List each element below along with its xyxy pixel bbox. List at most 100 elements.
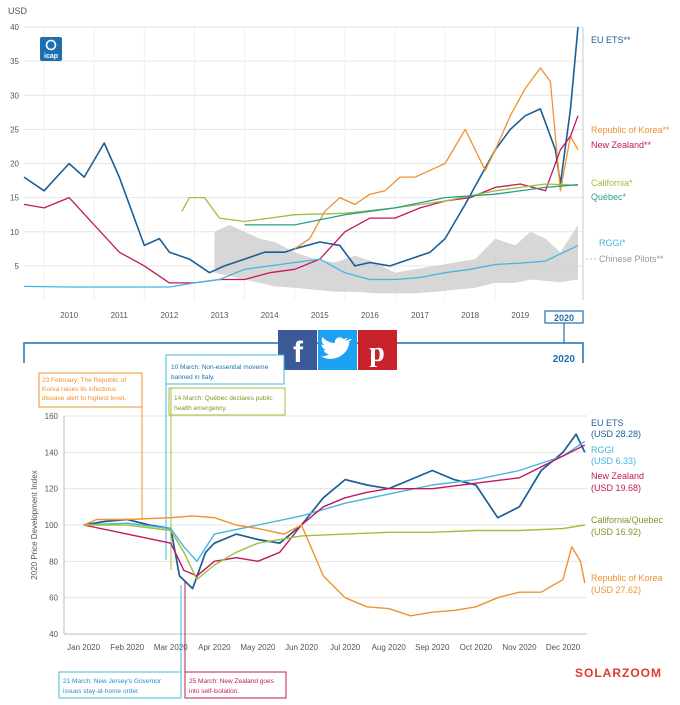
top-legend: EU ETS** Republic of Korea** New Zealand… xyxy=(586,35,670,264)
top-ytick-40: 40 xyxy=(10,23,19,32)
legend2-new-zealand: New Zealand xyxy=(591,471,644,481)
legend-eu-ets: EU ETS** xyxy=(591,35,631,45)
legend2-eu-ets-value: (USD 28.28) xyxy=(591,429,641,439)
legend2-korea-value: (USD 27.62) xyxy=(591,585,641,595)
top-xtick-2011: 2011 xyxy=(111,311,129,320)
annotation-korea-alert-line-1: 23 February: The Republic of xyxy=(42,377,126,384)
bottom-ytick-80: 80 xyxy=(49,557,58,566)
watermark: SOLARZOOM xyxy=(575,666,662,680)
annotation-italy-line-2: banned in Italy. xyxy=(171,374,215,381)
top-unit-label: USD xyxy=(8,6,28,16)
top-xtick-2013: 2013 xyxy=(211,311,229,320)
top-ytick-5: 5 xyxy=(15,262,20,271)
top-xtick-2014: 2014 xyxy=(261,311,279,320)
top-xtick-2017: 2017 xyxy=(411,311,429,320)
annotation-quebec-line-2: health emergency. xyxy=(174,405,227,412)
top-line-rggi xyxy=(23,244,579,288)
top-xtick-2012: 2012 xyxy=(160,311,178,320)
year-2020-label: 2020 xyxy=(554,313,574,323)
top-xtick-2015: 2015 xyxy=(311,311,329,320)
top-series-layer xyxy=(23,26,579,288)
bottom-y-axis-label: 2020 Price Development Index xyxy=(30,470,39,579)
top-chart: 5 10 15 20 25 30 35 40 2010 2011 2012 2013 2014 2015 2… xyxy=(8,6,670,324)
bottom-xtick-dec-2020: Dec 2020 xyxy=(546,643,581,652)
connector-2020-label: 2020 xyxy=(553,354,576,365)
icap-logo: icap xyxy=(40,37,62,61)
top-band-layer xyxy=(214,224,578,294)
legend-quebec: Québec* xyxy=(591,192,627,202)
bottom-line-eu-ets xyxy=(83,433,586,590)
annotation-quebec-box xyxy=(168,387,286,416)
annotation-new-jersey-line-1: 21 March: New Jersey's Governor xyxy=(63,678,162,685)
share-bar: f p xyxy=(278,330,397,370)
bottom-ytick-160: 160 xyxy=(45,412,59,421)
top-line-eu-ets xyxy=(23,26,579,274)
pinterest-button-bg xyxy=(358,330,397,370)
facebook-icon: f xyxy=(293,336,304,369)
top-xtick-2016: 2016 xyxy=(361,311,379,320)
annotation-new-zealand-line-2: into self-isolation. xyxy=(189,688,239,695)
top-ytick-35: 35 xyxy=(10,57,19,66)
bottom-chart: 23 February: The Republic of Korea raise… xyxy=(30,354,664,699)
icap-logo-mark xyxy=(45,39,57,51)
legend2-korea: Republic of Korea xyxy=(591,573,663,583)
top-ytick-30: 30 xyxy=(10,91,19,100)
annotation-korea-alert-line-2: Korea raises its infectious xyxy=(42,386,117,393)
legend-rggi: RGGI* xyxy=(599,238,626,248)
annotation-new-jersey-box xyxy=(58,671,182,699)
legend2-california-quebec: California/Quebec xyxy=(591,515,664,525)
bottom-ytick-100: 100 xyxy=(45,521,59,530)
bottom-xtick-sep-2020: Sep 2020 xyxy=(415,643,450,652)
annotation-new-jersey-line-2: issues stay-at-home order. xyxy=(63,688,140,695)
bottom-series-layer xyxy=(83,433,586,617)
legend2-eu-ets: EU ETS xyxy=(591,418,624,428)
bottom-grid xyxy=(63,415,587,635)
top-ytick-10: 10 xyxy=(10,228,19,237)
annotation-korea-alert: 23 February: The Republic of Korea raise… xyxy=(38,372,143,520)
pinterest-icon: p xyxy=(369,337,385,368)
annotation-italy-box xyxy=(165,354,285,385)
legend2-new-zealand-value: (USD 19.68) xyxy=(591,483,641,493)
top-band-chinese-pilots xyxy=(214,224,578,294)
legend-new-zealand: New Zealand** xyxy=(591,140,652,150)
bottom-xtick-oct-2020: Oct 2020 xyxy=(460,643,493,652)
annotation-new-jersey: 21 March: New Jersey's Governor issues s… xyxy=(58,585,182,699)
twitter-share-button[interactable] xyxy=(318,330,357,370)
bottom-xtick-apr-2020: Apr 2020 xyxy=(198,643,231,652)
pinterest-share-button[interactable]: p xyxy=(358,330,397,370)
top-line-qu-bec xyxy=(244,184,579,226)
bottom-xtick-jun-2020: Jun 2020 xyxy=(285,643,318,652)
annotation-quebec-emergency: 14 March: Québec declares public health … xyxy=(168,387,286,570)
top-xtick-2010: 2010 xyxy=(60,311,78,320)
bottom-ytick-60: 60 xyxy=(49,594,58,603)
legend2-rggi-value: (USD 6.33) xyxy=(591,456,636,466)
icap-logo-text: icap xyxy=(44,53,58,60)
bottom-xtick-jan-2020: Jan 2020 xyxy=(67,643,100,652)
top-xtick-2018: 2018 xyxy=(461,311,479,320)
bottom-ytick-40: 40 xyxy=(49,630,58,639)
legend-chinese-pilots: Chinese Pilots** xyxy=(599,254,664,264)
legend2-california-quebec-value: (USD 16.92) xyxy=(591,527,641,537)
bottom-xtick-jul-2020: Jul 2020 xyxy=(330,643,361,652)
bottom-line-republic-of-korea xyxy=(83,515,586,617)
bottom-tick-labels: 40 60 80 100 120 140 160 Jan 2020 Feb 2020 Mar 20… xyxy=(45,412,581,652)
bottom-line-california-quebec xyxy=(83,524,585,581)
bottom-xtick-mar-2020: Mar 2020 xyxy=(154,643,188,652)
bottom-legend: EU ETS (USD 28.28) RGGI (USD 6.33) New Z… xyxy=(591,418,664,595)
annotation-korea-alert-line-3: disease alert to highest level. xyxy=(42,395,126,402)
legend-korea: Republic of Korea** xyxy=(591,125,670,135)
bottom-ytick-120: 120 xyxy=(45,485,59,494)
annotation-italy-line-1: 10 March: Non-essential moveme xyxy=(171,364,269,371)
annotation-new-zealand-line-1: 25 March: New Zealand goes xyxy=(189,678,275,685)
annotation-new-zealand-box xyxy=(184,671,287,699)
twitter-icon xyxy=(321,337,352,359)
top-tick-labels: 5 10 15 20 25 30 35 40 2010 2011 2012 2013 2014 2015 2… xyxy=(10,23,530,320)
top-ytick-25: 25 xyxy=(10,125,19,134)
legend-california: California* xyxy=(591,178,633,188)
annotation-new-zealand-isolation: 25 March: New Zealand goes into self-iso… xyxy=(184,582,287,699)
bottom-ytick-140: 140 xyxy=(45,448,59,457)
bottom-line-rggi xyxy=(83,440,586,562)
top-line-california xyxy=(181,183,579,223)
legend2-rggi: RGGI xyxy=(591,445,614,455)
